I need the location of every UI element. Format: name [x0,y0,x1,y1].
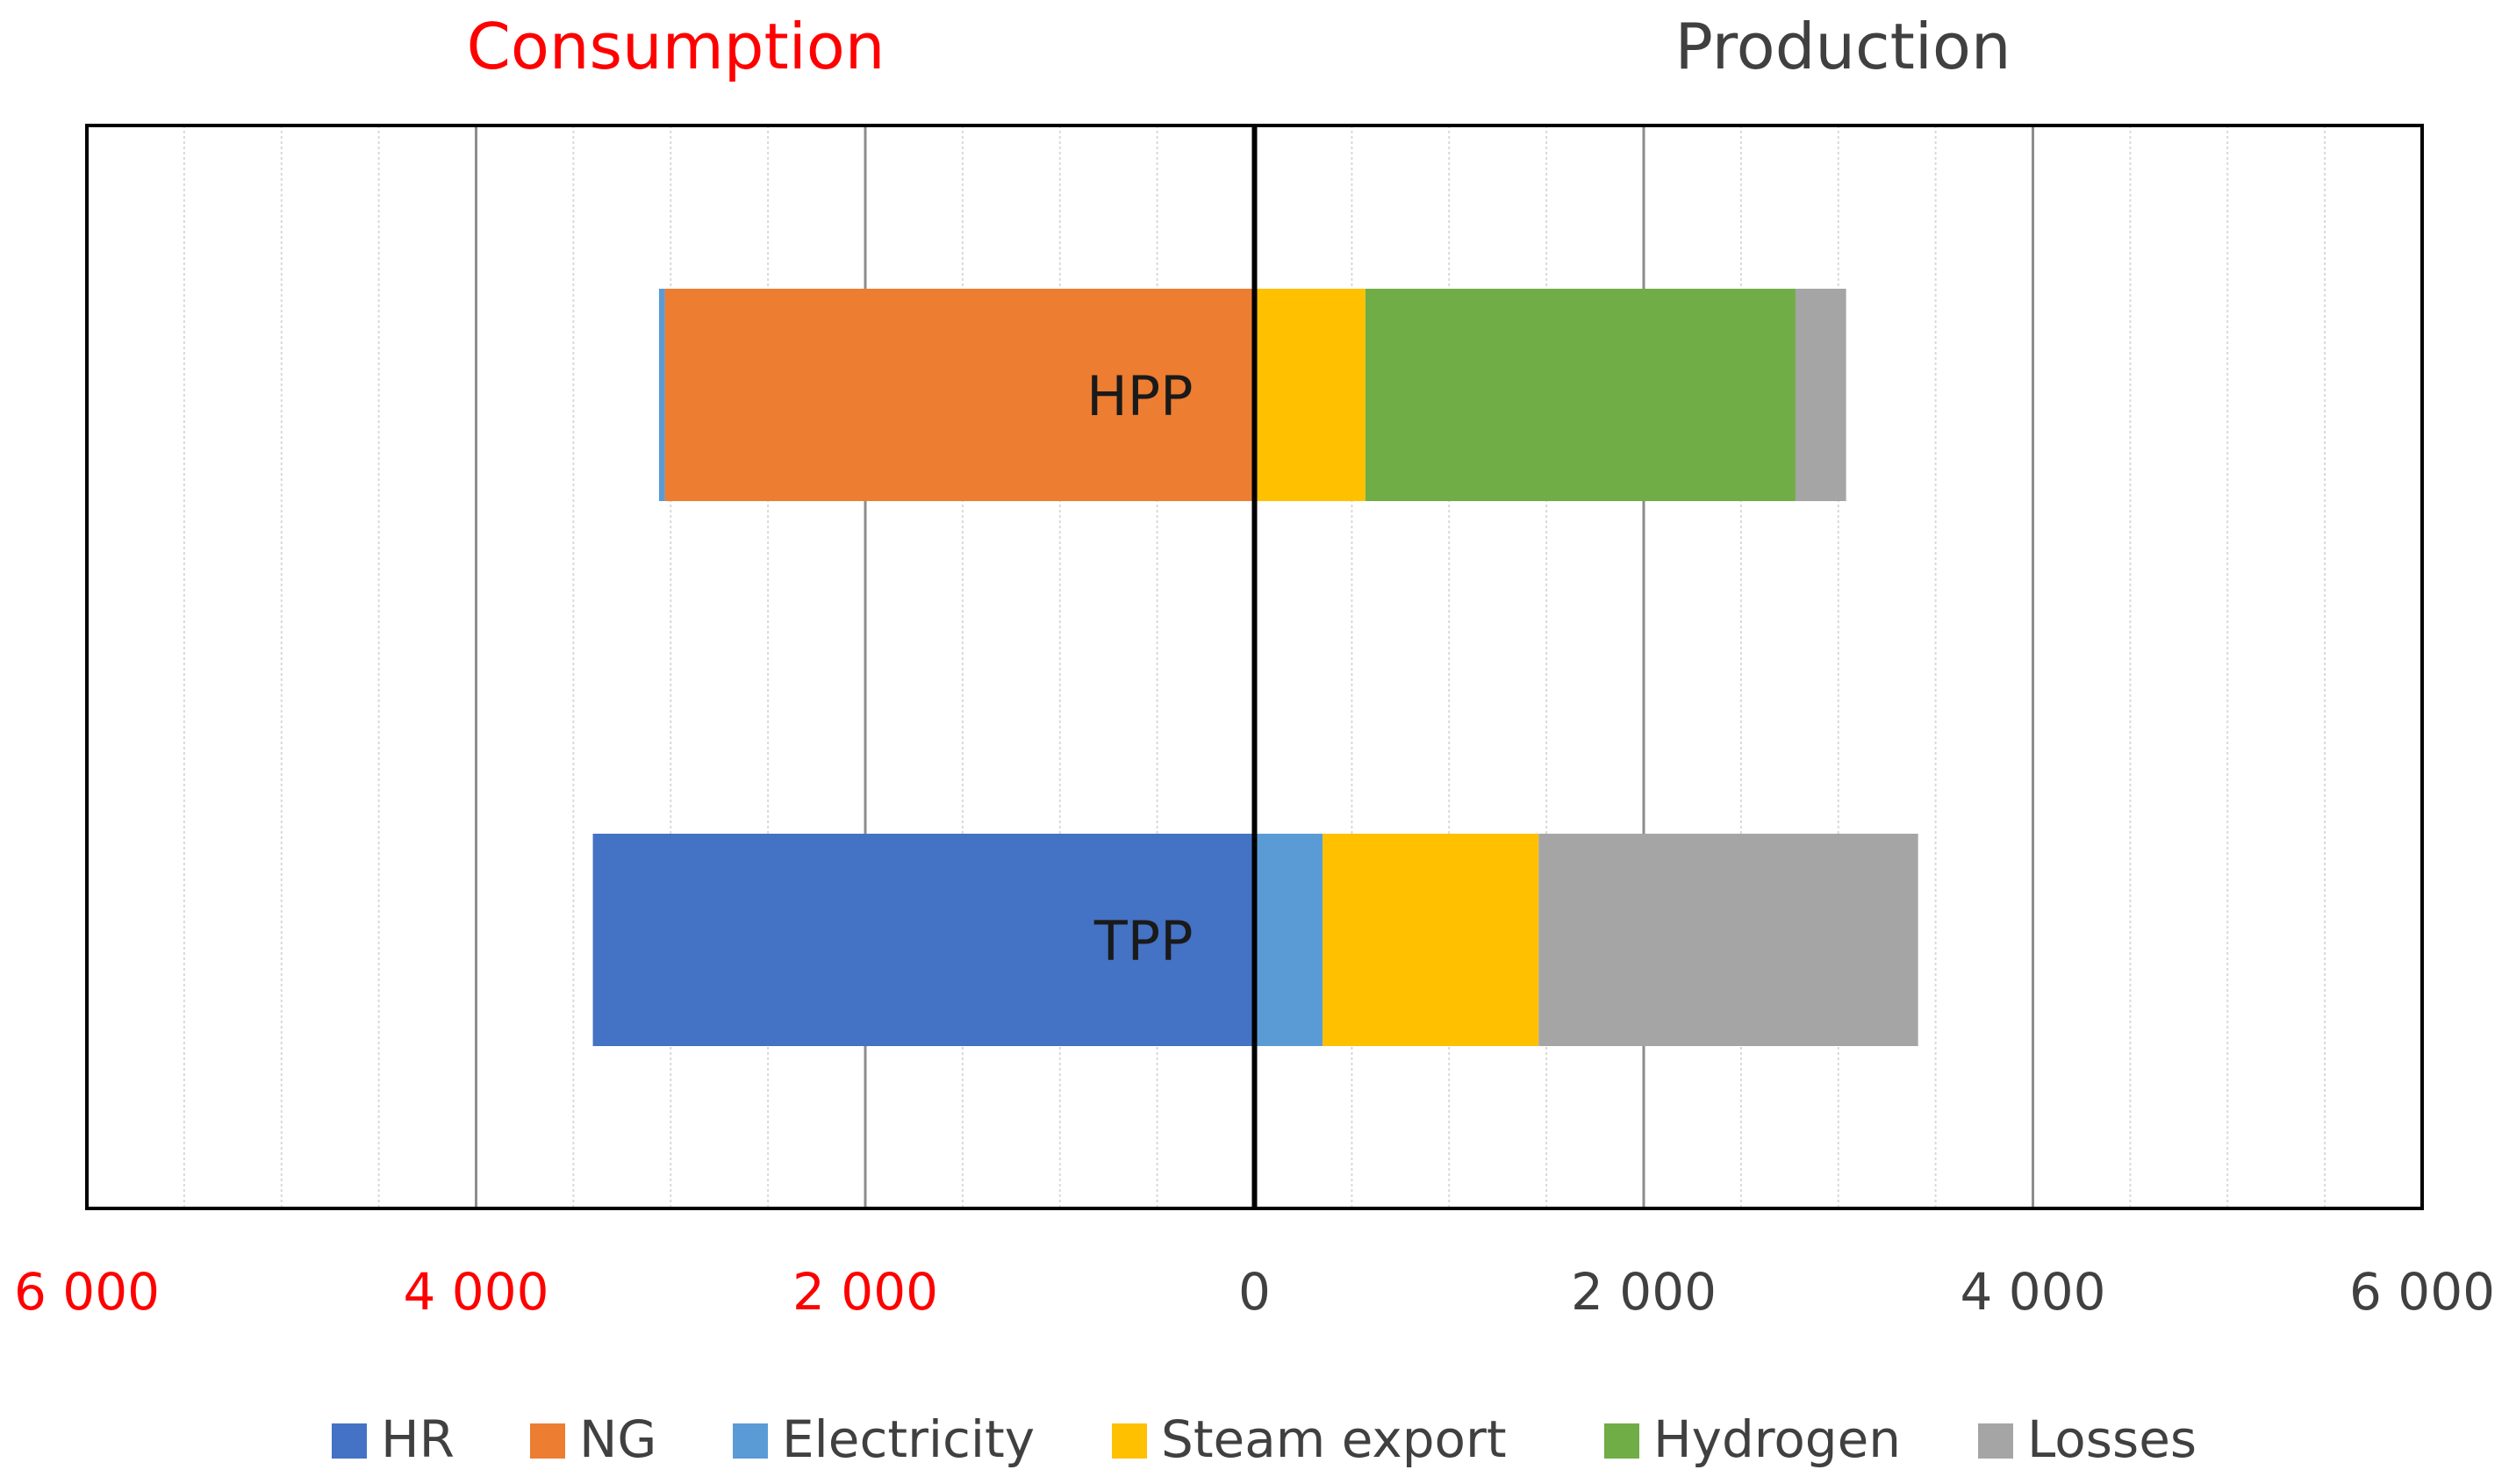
bars [592,289,1918,1046]
x-tick-label: 0 [1238,1262,1271,1322]
legend-swatch-ng [530,1423,565,1459]
legend-swatch-electricity [733,1423,768,1459]
legend: HR NG Electricity Steam export Hydrogen Losse… [332,1409,2197,1469]
x-tick-label: 4 000 [403,1262,548,1322]
legend-label-losses: Losses [2027,1409,2197,1469]
x-tick-label: 6 000 [14,1262,160,1322]
bar-hpp-hydrogen [1365,289,1796,501]
x-tick-label: 2 000 [1571,1262,1717,1322]
bar-hpp-electricity [658,289,665,501]
legend-swatch-steam-export [1112,1423,1147,1459]
bar-hpp-steam-export [1254,289,1366,501]
x-tick-label: 2 000 [792,1262,938,1322]
legend-label-hr: HR [381,1409,455,1469]
legend-swatch-hr [332,1423,367,1459]
bar-tpp-steam-export [1323,834,1539,1046]
legend-label-electricity: Electricity [782,1409,1035,1469]
legend-swatch-hydrogen [1604,1423,1639,1459]
x-tick-label: 6 000 [2349,1262,2495,1322]
legend-label-ng: NG [579,1409,656,1469]
category-label-hpp: HPP [1086,364,1193,428]
x-tick-labels: 6 000 4 000 2 000 0 2 000 4 000 6 000 [14,1262,2495,1322]
category-labels: HPP TPP [1086,364,1193,973]
legend-label-steam-export: Steam export [1161,1409,1507,1469]
bar-tpp-hr [592,834,1255,1046]
bar-tpp-electricity [1254,834,1323,1046]
bar-hpp-losses [1795,289,1846,501]
bar-tpp-losses [1538,834,1918,1046]
x-tick-label: 4 000 [1960,1262,2105,1322]
legend-swatch-losses [1978,1423,2013,1459]
legend-label-hydrogen: Hydrogen [1653,1409,1901,1469]
consumption-header: Consumption [467,10,885,83]
production-header: Production [1674,10,2011,83]
category-label-tpp: TPP [1093,909,1194,973]
bar-hpp-ng [664,289,1255,501]
